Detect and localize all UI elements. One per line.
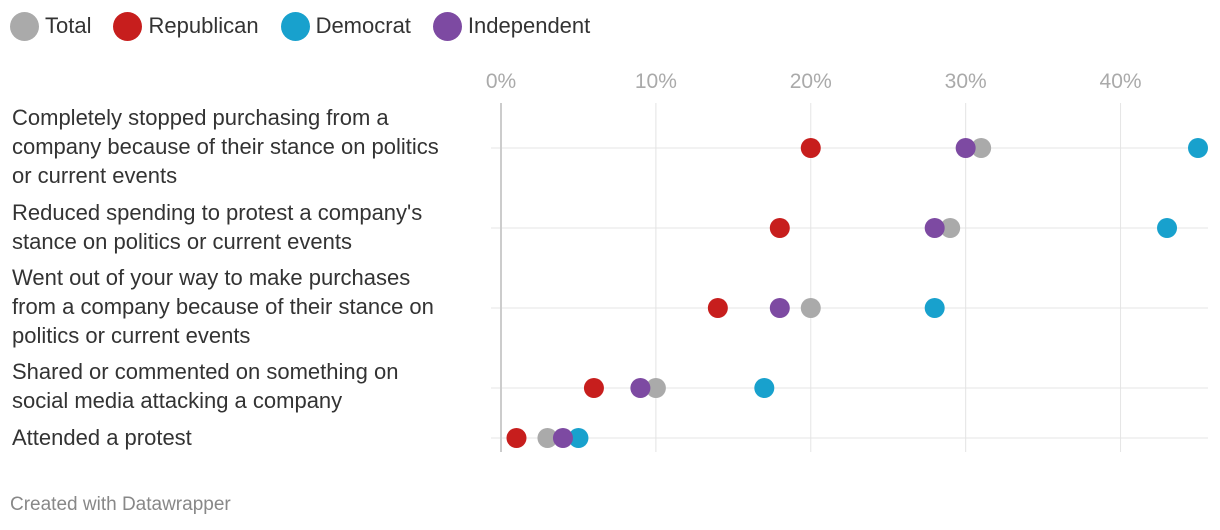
- dot-independent: [630, 378, 651, 398]
- dot-democrat: [754, 378, 775, 398]
- row-label-line: company because of their stance on polit…: [12, 134, 439, 159]
- dot-total: [971, 138, 992, 158]
- row-label-line: from a company because of their stance o…: [12, 294, 434, 319]
- dot-total: [800, 298, 821, 318]
- legend-item-democrat[interactable]: Democrat: [280, 11, 411, 41]
- legend-item-total[interactable]: Total: [10, 11, 92, 41]
- dot-republican: [707, 298, 728, 318]
- legend-dot-democrat: [280, 11, 310, 41]
- legend-label-total: Total: [45, 13, 92, 38]
- row-label-line: stance on politics or current events: [12, 229, 352, 254]
- legend-item-independent[interactable]: Independent: [432, 11, 591, 41]
- row-label-went-out-of-way: Went out of your way to make purchases f…: [12, 263, 490, 350]
- dot-democrat: [924, 298, 945, 318]
- row-label-line: Completely stopped purchasing from a: [12, 105, 389, 130]
- dot-total: [940, 218, 961, 238]
- row-label-line: politics or current events: [12, 323, 251, 348]
- legend-dot-independent: [432, 11, 462, 41]
- legend-label-independent: Independent: [467, 13, 591, 38]
- dot-total: [645, 378, 666, 398]
- dot-republican: [769, 218, 790, 238]
- dot-total: [537, 428, 558, 448]
- row-label-line: social media attacking a company: [12, 388, 343, 413]
- row-label-line: or current events: [12, 163, 178, 188]
- legend-dot-total: [10, 11, 39, 41]
- x-tick-label: 40%: [1100, 70, 1142, 93]
- row-label-line: Reduced spending to protest a company's: [12, 200, 423, 225]
- dot-republican: [583, 378, 604, 398]
- x-tick-label: 20%: [790, 70, 832, 93]
- dot-republican: [506, 428, 527, 448]
- row-label-line: Shared or commented on something on: [12, 359, 399, 384]
- x-tick-label: 0%: [486, 70, 516, 93]
- footer-credit: Created with Datawrapper: [10, 494, 231, 515]
- row-label-line: Attended a protest: [12, 425, 192, 450]
- dot-independent: [955, 138, 976, 158]
- legend-label-democrat: Democrat: [315, 13, 411, 38]
- x-tick-label: 30%: [945, 70, 987, 93]
- x-tick-label: 10%: [635, 70, 677, 93]
- dot-independent: [769, 298, 790, 318]
- dot-democrat: [1157, 218, 1178, 238]
- row-label-shared-commented: Shared or commented on something on soci…: [12, 357, 490, 415]
- dot-democrat: [1188, 138, 1208, 158]
- legend-label-republican: Republican: [148, 13, 259, 38]
- dot-democrat: [568, 428, 589, 448]
- dot-independent: [552, 428, 573, 448]
- legend-item-republican[interactable]: Republican: [113, 11, 259, 41]
- row-label-attended-protest: Attended a protest: [12, 423, 490, 452]
- row-label-reduced-spending: Reduced spending to protest a company's …: [12, 198, 490, 256]
- row-label-line: Went out of your way to make purchases: [12, 265, 411, 290]
- dot-independent: [924, 218, 945, 238]
- legend-dot-republican: [113, 11, 143, 41]
- legend: Total Republican Democrat Independent: [10, 11, 612, 41]
- dot-republican: [800, 138, 821, 158]
- row-label-stopped-purchasing: Completely stopped purchasing from a com…: [12, 103, 490, 190]
